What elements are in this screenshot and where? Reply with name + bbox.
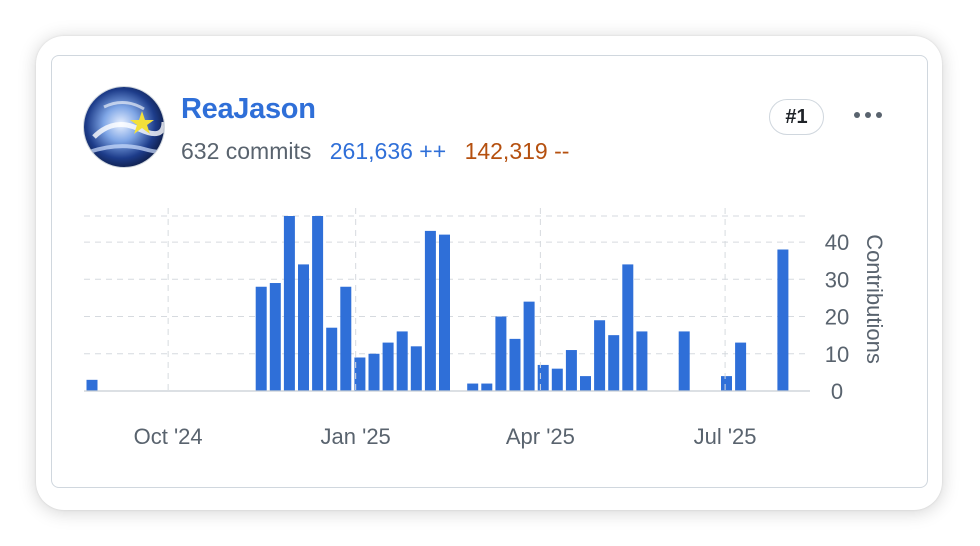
bar[interactable] — [283, 216, 295, 391]
bar[interactable] — [636, 331, 648, 391]
rank-badge: #1 — [769, 99, 824, 135]
bar[interactable] — [594, 320, 606, 391]
bar[interactable] — [298, 264, 309, 391]
y-tick-label: 0 — [831, 379, 843, 404]
x-tick-label: Jan '25 — [321, 424, 391, 449]
chart-bars — [86, 216, 789, 391]
bar[interactable] — [354, 357, 366, 391]
bar[interactable] — [622, 264, 634, 391]
y-tick-label: 20 — [825, 305, 849, 330]
y-tick-label: 10 — [825, 342, 849, 367]
bar[interactable] — [382, 342, 394, 391]
y-tick-label: 30 — [825, 267, 849, 292]
bar[interactable] — [565, 350, 577, 391]
avatar-image — [84, 87, 164, 167]
x-axis-ticks: Oct '24 Jan '25 Apr '25 Jul '25 — [134, 208, 757, 449]
bar[interactable] — [678, 331, 690, 391]
bar[interactable] — [312, 216, 324, 391]
more-horizontal-icon-dot — [876, 112, 882, 118]
bar[interactable] — [326, 327, 338, 391]
bar[interactable] — [537, 364, 549, 391]
bar[interactable] — [495, 316, 507, 391]
bar[interactable] — [424, 230, 436, 391]
y-tick-label: 40 — [825, 230, 849, 255]
x-tick-label: Jul '25 — [694, 424, 757, 449]
bar[interactable] — [523, 301, 535, 391]
bar[interactable] — [410, 346, 422, 391]
deletions-count: 142,319 -- — [464, 138, 570, 164]
y-axis-label: Contributions — [862, 234, 887, 364]
x-tick-label: Apr '25 — [506, 424, 575, 449]
y-axis-ticks: 0 10 20 30 40 — [825, 230, 849, 404]
bar[interactable] — [340, 286, 352, 391]
bar[interactable] — [467, 383, 479, 391]
bar[interactable] — [608, 335, 620, 391]
bar[interactable] — [551, 368, 563, 391]
bar[interactable] — [86, 379, 98, 391]
bar[interactable] — [255, 286, 267, 391]
bar[interactable] — [368, 353, 380, 391]
bar[interactable] — [439, 234, 450, 391]
bar[interactable] — [721, 376, 732, 391]
bar[interactable] — [509, 338, 521, 391]
bar[interactable] — [580, 376, 591, 391]
more-options-button[interactable] — [846, 98, 890, 132]
username-link[interactable]: ReaJason — [181, 93, 316, 125]
bar[interactable] — [269, 283, 281, 391]
bar[interactable] — [396, 331, 408, 391]
commit-stats: 632 commits 261,636 ++ 142,319 -- — [181, 138, 581, 165]
bar[interactable] — [777, 249, 789, 391]
more-horizontal-icon-dot — [865, 112, 871, 118]
bar[interactable] — [481, 383, 493, 391]
bar[interactable] — [735, 342, 747, 391]
commits-count[interactable]: 632 commits — [181, 138, 312, 164]
more-horizontal-icon-dot — [854, 112, 860, 118]
avatar[interactable] — [83, 86, 165, 168]
additions-count: 261,636 ++ — [329, 138, 447, 164]
x-tick-label: Oct '24 — [134, 424, 203, 449]
